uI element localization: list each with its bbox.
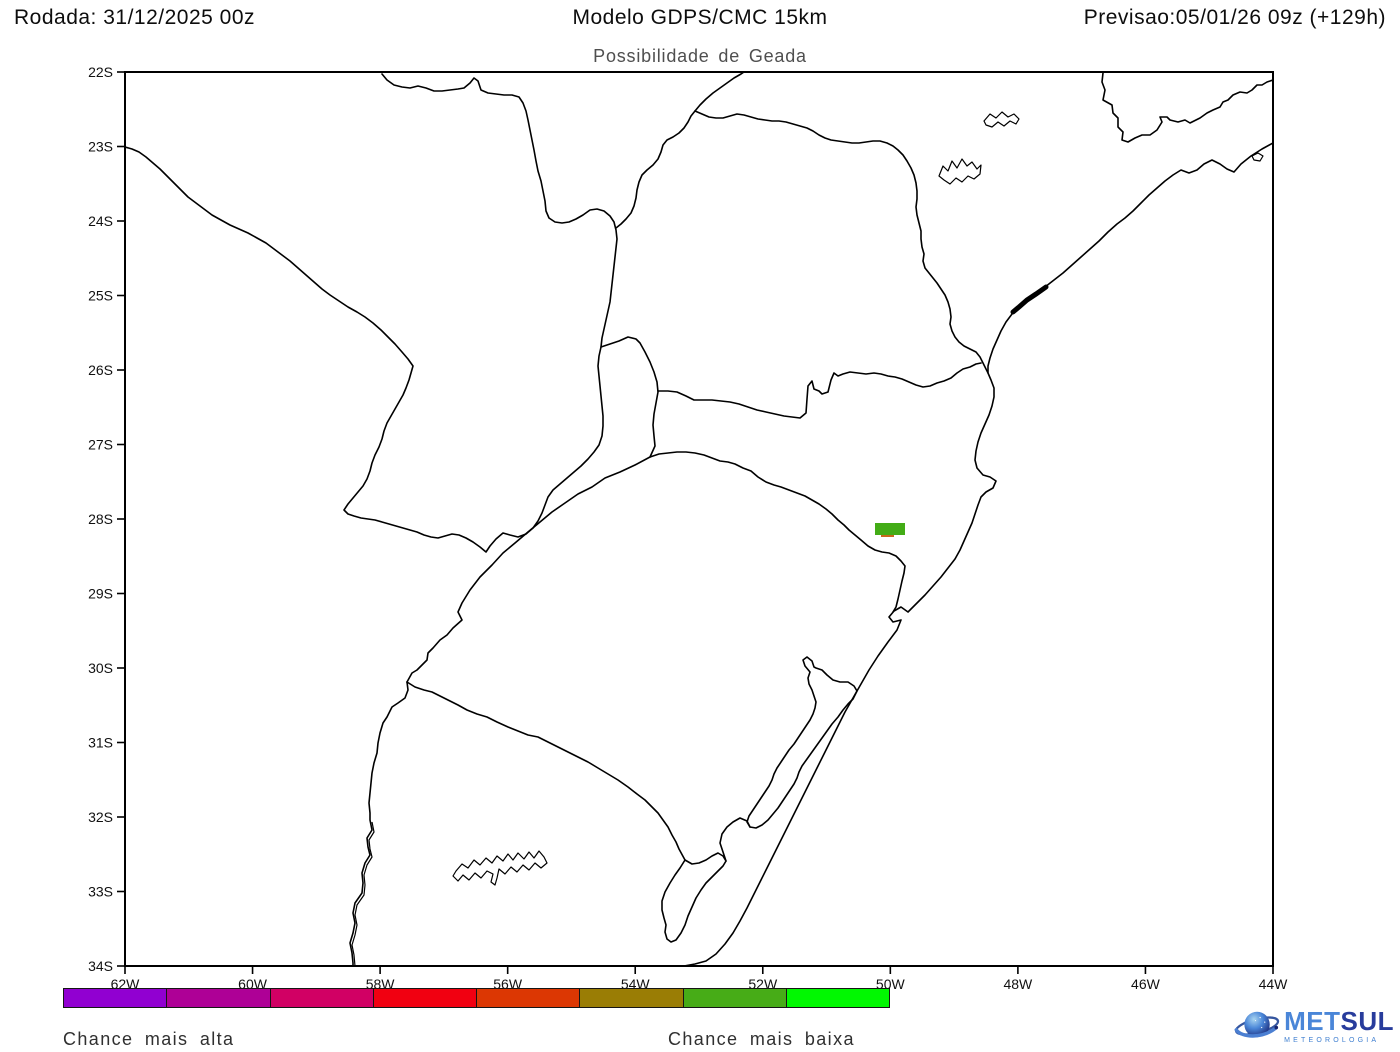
model-name-label: Modelo GDPS/CMC 15km bbox=[572, 6, 828, 29]
colorbar-cell bbox=[269, 988, 374, 1008]
paranagua-bay bbox=[1010, 284, 1049, 315]
state-border-santa-catarina-rio-grande bbox=[649, 451, 906, 613]
lon-tick-label: 46W bbox=[1131, 976, 1161, 992]
lat-tick-label: 24S bbox=[88, 213, 113, 229]
river-top-right bbox=[1101, 72, 1274, 143]
forecast-valid-label: Previsao:05/01/26 09z (+129h) bbox=[1083, 6, 1386, 29]
state-border-parana-sao-paulo bbox=[694, 110, 989, 374]
lat-tick-label: 33S bbox=[88, 884, 113, 900]
border-brazil-uruguay bbox=[406, 681, 686, 861]
coastline bbox=[673, 142, 1274, 967]
border-parana-paraguay-rivers bbox=[124, 73, 618, 553]
border-iguazu-misiones bbox=[600, 336, 659, 458]
lagoa-dos-patos bbox=[746, 656, 858, 829]
logo-met-part: MET bbox=[1284, 1006, 1341, 1036]
lon-tick-label: 48W bbox=[1003, 976, 1033, 992]
map-outlines bbox=[124, 71, 1274, 967]
map-frame bbox=[124, 71, 1274, 967]
lat-tick-label: 23S bbox=[88, 139, 113, 155]
lon-tick-label: 44W bbox=[1259, 976, 1289, 992]
colorbar-cell bbox=[372, 988, 477, 1008]
lat-tick-label: 26S bbox=[88, 362, 113, 378]
reservoir-rincon-del-bonete bbox=[452, 850, 548, 886]
reservoir-parana-upper bbox=[983, 111, 1020, 128]
colorbar-right-label: Chance mais baixa bbox=[668, 1029, 855, 1049]
lat-tick-label: 30S bbox=[88, 660, 113, 676]
metsul-logo-text: METSUL METEOROLOGIA bbox=[1284, 1008, 1394, 1044]
frost-patch bbox=[875, 523, 905, 535]
lat-tick-label: 22S bbox=[88, 64, 113, 80]
colorbar-cell bbox=[682, 988, 787, 1008]
colorbar-left-label: Chance mais alta bbox=[63, 1029, 235, 1049]
lat-tick-label: 32S bbox=[88, 809, 113, 825]
metsul-logo: METSUL METEOROLOGIA bbox=[1234, 1002, 1394, 1050]
sao-goncalo-channel bbox=[719, 817, 751, 862]
border-uruguay-river bbox=[406, 456, 651, 683]
plot-title: Possibilidade de Geada bbox=[593, 46, 807, 66]
border-uruguay-river-south bbox=[349, 681, 409, 967]
reservoir-parana-lower bbox=[938, 158, 982, 185]
coastal-island bbox=[1251, 152, 1264, 162]
colorbar-cell bbox=[579, 988, 684, 1008]
colorbar-cell bbox=[476, 988, 581, 1008]
lat-tick-label: 27S bbox=[88, 437, 113, 453]
border-uruguay-river-south-bank bbox=[351, 821, 375, 967]
logo-tagline: METEOROLOGIA bbox=[1284, 1037, 1380, 1044]
metsul-wordmark: METSUL bbox=[1284, 1008, 1394, 1034]
lat-tick-label: 25S bbox=[88, 288, 113, 304]
colorbar-cell bbox=[63, 988, 168, 1008]
border-parana-river-north bbox=[615, 71, 745, 229]
lagoa-mirim bbox=[661, 852, 727, 943]
model-run-label: Rodada: 31/12/2025 00z bbox=[14, 6, 256, 29]
frost-data-patch bbox=[875, 523, 905, 537]
colorbar bbox=[63, 988, 890, 1008]
colorbar-cell bbox=[785, 988, 890, 1008]
state-border-parana-santa-catarina bbox=[657, 362, 982, 419]
lat-tick-label: 34S bbox=[88, 958, 113, 974]
metsul-globe-icon bbox=[1234, 1011, 1280, 1038]
logo-sul-part: SUL bbox=[1340, 1006, 1394, 1036]
lat-tick-label: 31S bbox=[88, 735, 113, 751]
colorbar-cell bbox=[166, 988, 271, 1008]
lat-tick-label: 28S bbox=[88, 511, 113, 527]
lat-tick-label: 29S bbox=[88, 586, 113, 602]
